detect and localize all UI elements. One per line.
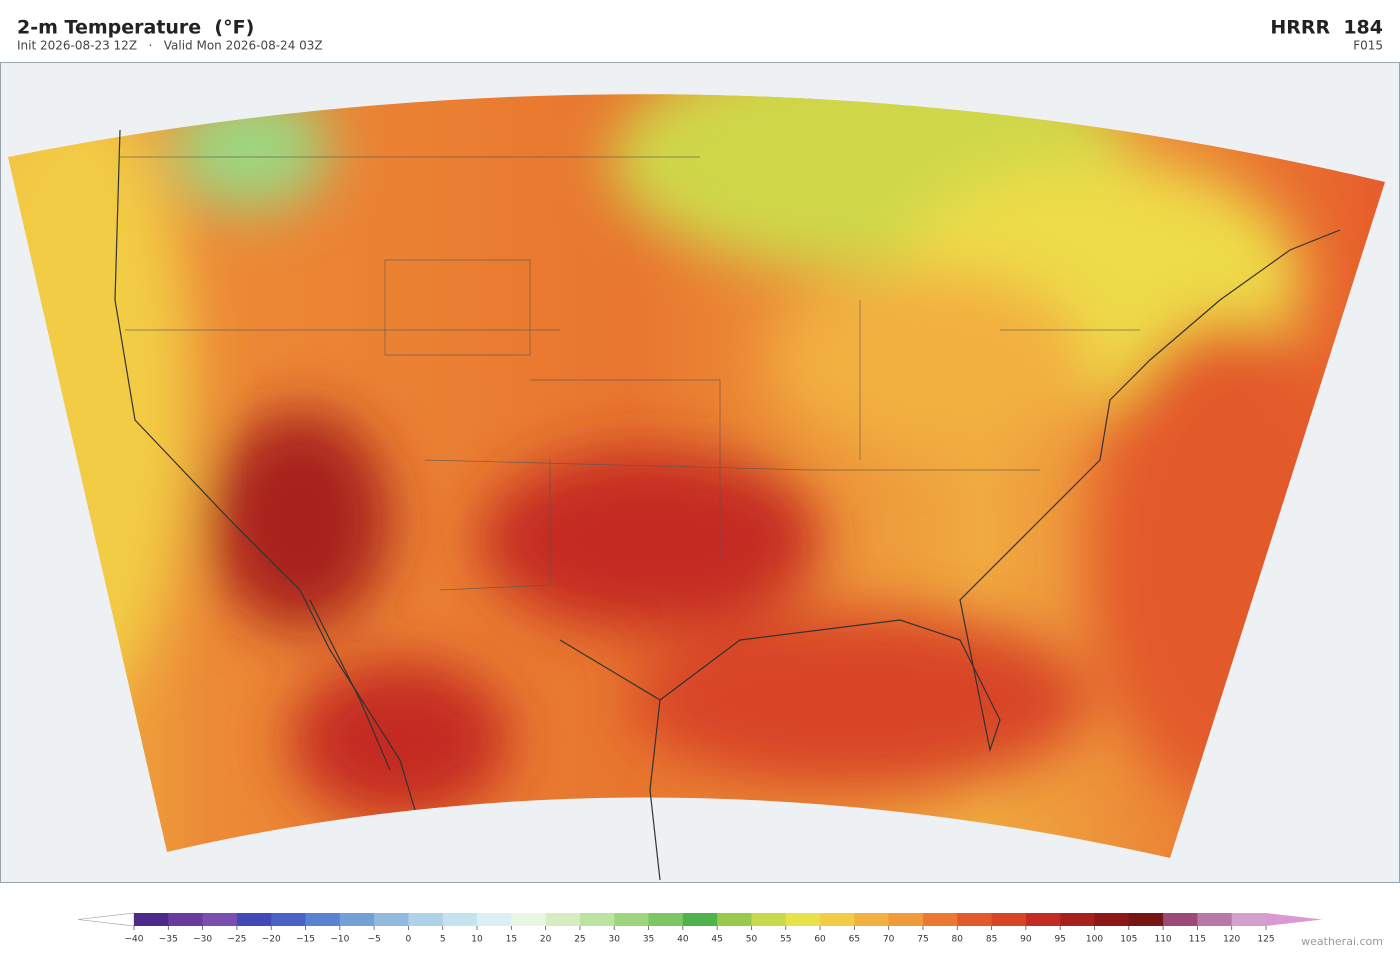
- colorbar-label: 15: [506, 935, 517, 945]
- state-borders: [120, 156, 1140, 591]
- colorbar-label: 115: [1189, 935, 1206, 945]
- field-blob: [210, 410, 390, 630]
- forecast-hour: F015: [1353, 39, 1383, 53]
- colorbar-segment: [271, 913, 307, 926]
- colorbar-label: −5: [367, 935, 380, 945]
- colorbar-label: 30: [609, 935, 621, 945]
- colorbar-segment: [614, 913, 650, 926]
- colorbar-segment: [236, 913, 272, 926]
- colorbar-label: 60: [814, 935, 826, 945]
- title: 2-m Temperature (°F): [17, 17, 254, 39]
- colorbar-segment: [957, 913, 993, 926]
- colorbar-segment: [579, 913, 615, 926]
- colorbar-segment: [1128, 913, 1164, 926]
- colorbar-segment: [991, 913, 1027, 926]
- colorbar-segment: [374, 913, 409, 926]
- colorbar-over: [1266, 913, 1322, 926]
- field-blob: [630, 610, 1090, 790]
- colorbar-under: [77, 912, 135, 927]
- colorbar-segment: [477, 913, 512, 926]
- colorbar-segment: [1163, 913, 1198, 926]
- colorbar-label: −15: [296, 935, 315, 945]
- colorbar-label: 40: [677, 935, 689, 945]
- colorbar-label: 125: [1257, 935, 1274, 945]
- colorbar-label: −25: [227, 935, 246, 945]
- colorbar-label: 80: [952, 935, 964, 945]
- field-blob: [480, 450, 820, 630]
- colorbar-label: 35: [643, 935, 654, 945]
- colorbar-segment: [134, 913, 169, 926]
- colorbar-label: 25: [574, 935, 585, 945]
- colorbar-label: 10: [471, 935, 483, 945]
- colorbar-label: 45: [711, 935, 722, 945]
- coast-east: [659, 229, 1341, 753]
- colorbar-label: −10: [330, 935, 349, 945]
- colorbar-label: 120: [1223, 935, 1240, 945]
- colorbar-segment: [545, 913, 581, 926]
- colorbar-segment: [168, 913, 204, 926]
- subtitle: Init 2026-08-23 12Z · Valid Mon 2026-08-…: [17, 39, 323, 53]
- colorbar-segment: [1025, 913, 1061, 926]
- colorbar: −40 −35 −30 −25 −20 −15 −10 −5 0 5 10 15 20 25 30 35 40 4…: [125, 913, 1275, 945]
- colorbar-segment: [888, 913, 924, 926]
- colorbar-label: 85: [986, 935, 997, 945]
- colorbar-label: 105: [1120, 935, 1137, 945]
- colorbar-segment: [1231, 913, 1267, 926]
- field-blob: [290, 660, 510, 820]
- colorbar-label: −35: [159, 935, 178, 945]
- colorbar-label: 5: [440, 935, 446, 945]
- colorbar-segment: [511, 913, 547, 926]
- colorbar-label: 50: [746, 935, 758, 945]
- colorbar-segment: [785, 913, 821, 926]
- colorbar-segment: [922, 913, 958, 926]
- coast-mexico: [559, 639, 661, 881]
- credit: weatherai.com: [1301, 935, 1383, 948]
- colorbar-segment: [202, 913, 238, 926]
- colorbar-segment: [1197, 913, 1233, 926]
- colorbar-label: 110: [1154, 935, 1171, 945]
- colorbar-label: 70: [883, 935, 895, 945]
- field-blob: [770, 270, 1090, 450]
- colorbar-label: 65: [849, 935, 860, 945]
- temperature-field: [8, 94, 1385, 859]
- colorbar-label: 55: [780, 935, 791, 945]
- colorbar-segment: [305, 913, 341, 926]
- colorbar-label: 0: [406, 935, 412, 945]
- colorbar-segment: [339, 913, 375, 926]
- colorbar-segment: [1094, 913, 1130, 926]
- colorbar-segment: [1060, 913, 1095, 926]
- coast-baja: [309, 599, 391, 771]
- colorbar-label: 95: [1054, 935, 1065, 945]
- colorbar-segment: [820, 913, 855, 926]
- colorbar-label: −20: [262, 935, 281, 945]
- coastlines: [114, 129, 1341, 881]
- colorbar-segment: [648, 913, 684, 926]
- colorbar-label: −40: [125, 935, 144, 945]
- colorbar-label: 75: [917, 935, 928, 945]
- colorbar-segment: [717, 913, 752, 926]
- colorbar-segment: [751, 913, 787, 926]
- colorbar-label: −30: [193, 935, 212, 945]
- model: HRRR 184: [1270, 17, 1383, 39]
- colorbar-segment: [682, 913, 718, 926]
- colorbar-label: 90: [1020, 935, 1032, 945]
- colorbar-segment: [442, 913, 478, 926]
- colorbar-label: 100: [1086, 935, 1103, 945]
- colorbar-label: 20: [540, 935, 552, 945]
- colorbar-segment: [408, 913, 444, 926]
- colorbar-segment: [854, 913, 890, 926]
- coast-west: [114, 129, 416, 811]
